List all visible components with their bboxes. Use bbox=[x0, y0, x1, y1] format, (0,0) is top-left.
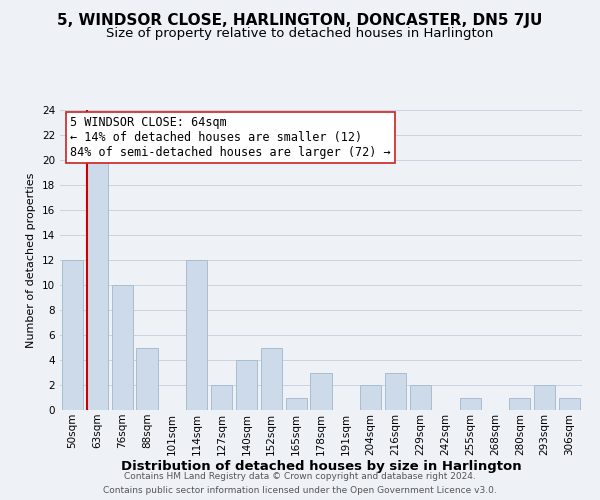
Bar bbox=[410, 385, 431, 410]
Bar bbox=[136, 348, 158, 410]
Bar bbox=[286, 398, 307, 410]
Text: Contains HM Land Registry data © Crown copyright and database right 2024.: Contains HM Land Registry data © Crown c… bbox=[124, 472, 476, 481]
Bar bbox=[211, 385, 232, 410]
Text: 5, WINDSOR CLOSE, HARLINGTON, DONCASTER, DN5 7JU: 5, WINDSOR CLOSE, HARLINGTON, DONCASTER,… bbox=[58, 12, 542, 28]
Bar bbox=[360, 385, 381, 410]
Bar bbox=[534, 385, 555, 410]
Bar bbox=[236, 360, 257, 410]
Bar bbox=[310, 372, 332, 410]
Bar bbox=[186, 260, 207, 410]
X-axis label: Distribution of detached houses by size in Harlington: Distribution of detached houses by size … bbox=[121, 460, 521, 473]
Bar bbox=[559, 398, 580, 410]
Text: Contains public sector information licensed under the Open Government Licence v3: Contains public sector information licen… bbox=[103, 486, 497, 495]
Bar bbox=[385, 372, 406, 410]
Bar bbox=[261, 348, 282, 410]
Text: Size of property relative to detached houses in Harlington: Size of property relative to detached ho… bbox=[106, 28, 494, 40]
Bar bbox=[509, 398, 530, 410]
Text: 5 WINDSOR CLOSE: 64sqm
← 14% of detached houses are smaller (12)
84% of semi-det: 5 WINDSOR CLOSE: 64sqm ← 14% of detached… bbox=[70, 116, 391, 159]
Bar bbox=[87, 160, 108, 410]
Bar bbox=[460, 398, 481, 410]
Bar bbox=[62, 260, 83, 410]
Y-axis label: Number of detached properties: Number of detached properties bbox=[26, 172, 37, 348]
Bar bbox=[112, 285, 133, 410]
